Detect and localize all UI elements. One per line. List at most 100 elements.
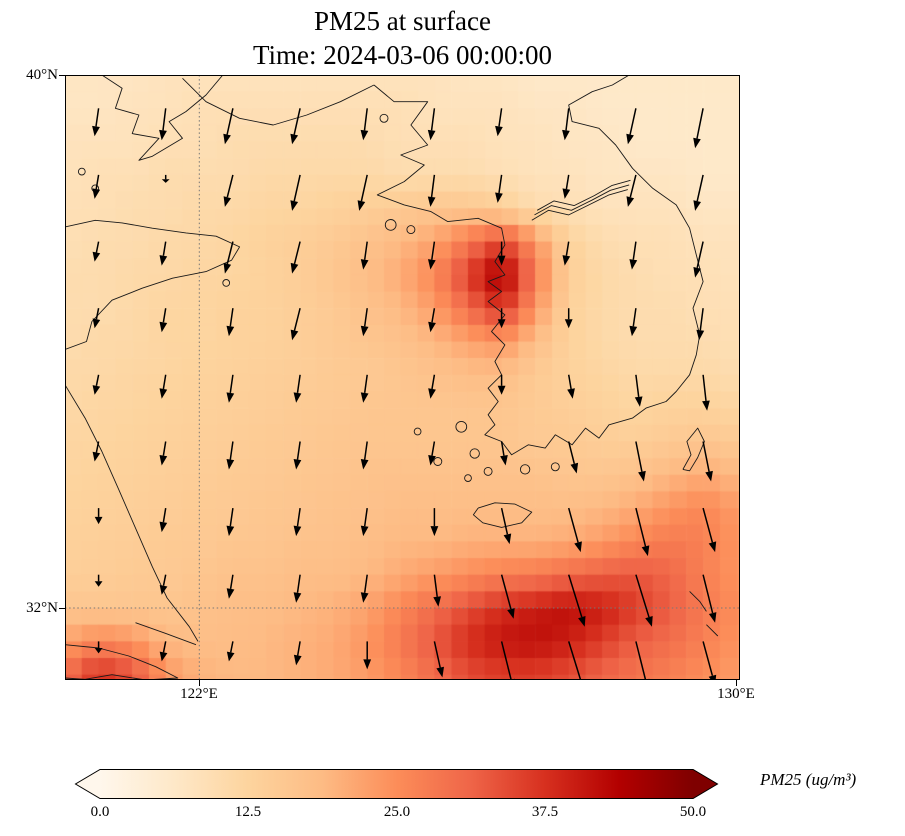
wind-arrow-head [693, 200, 701, 211]
colorbar-tick-label-0: 0.0 [90, 804, 110, 820]
wind-arrow-shaft [565, 174, 570, 190]
coastline-path [534, 184, 630, 216]
wind-arrow-shaft [565, 241, 570, 256]
wind-arrow-shaft [363, 574, 368, 593]
wind-arrow-shaft [500, 507, 509, 535]
wind-arrow-shaft [229, 441, 234, 460]
pm25-heatmap-canvas [65, 75, 740, 680]
wind-arrow-head [495, 125, 503, 137]
coastline-path [65, 644, 179, 680]
wind-arrow-shaft [296, 374, 301, 394]
wind-arrow-head [428, 259, 436, 270]
island-outline [519, 464, 531, 475]
wind-arrow-shaft [95, 174, 100, 190]
wind-arrow-shaft [226, 174, 234, 198]
wind-arrow-shaft [363, 441, 368, 460]
wind-arrow-head [363, 659, 372, 670]
wind-arrow-head [360, 325, 369, 337]
wind-arrow-head [293, 654, 302, 666]
wind-arrow-head [497, 255, 506, 266]
wind-arrow-head [360, 459, 369, 470]
wind-arrow-shaft [702, 574, 714, 614]
wind-arrow-head [223, 262, 232, 274]
coastline-path [706, 624, 719, 637]
wind-arrow-shaft [229, 574, 234, 590]
colorbar-unit-label: PM25 (ug/m³) [760, 770, 857, 789]
wind-arrow-shaft [363, 308, 368, 327]
wind-arrow-head [708, 541, 717, 553]
y-tick-label-32n: 32°N [26, 600, 58, 616]
wind-arrow-head [92, 451, 101, 462]
wind-arrow-shaft [162, 507, 167, 523]
island-outline [77, 167, 86, 176]
wind-arrow-shaft [702, 374, 707, 401]
wind-arrow-shaft [95, 108, 100, 127]
wind-arrow-head [360, 525, 369, 537]
wind-arrow-head [629, 259, 638, 270]
colorbar-outline [74, 769, 719, 799]
y-axis-tick-mark-40n [59, 75, 65, 76]
wind-arrow-shaft [162, 308, 167, 323]
wind-arrow-head [293, 392, 302, 403]
wind-arrow-head [161, 179, 170, 183]
wind-arrow-head [562, 255, 571, 266]
wind-arrow-head [705, 470, 713, 482]
wind-arrow-head [570, 462, 579, 474]
wind-arrow-head [360, 592, 369, 603]
wind-arrow-head [159, 129, 167, 141]
wind-arrow-shaft [567, 574, 583, 618]
wind-arrow-head [159, 255, 168, 266]
wind-arrow-shaft [632, 241, 637, 260]
wind-arrow-head [159, 521, 168, 533]
wind-arrow-shaft [162, 441, 167, 456]
wind-arrow-shaft [229, 374, 234, 394]
wind-arrow-head [357, 200, 366, 211]
island-outline [483, 466, 493, 476]
wind-arrow-shaft [229, 507, 234, 527]
wind-arrow-shaft [162, 108, 167, 131]
wind-arrow-head [290, 133, 299, 145]
map-overlay-svg [65, 75, 740, 680]
wind-arrow-shaft [500, 441, 505, 456]
coastline-path [182, 77, 375, 126]
wind-arrow-head [430, 526, 439, 537]
colorbar-tick-label-25: 25.0 [383, 804, 411, 820]
island-outline [550, 462, 560, 472]
wind-arrow-shaft [431, 441, 436, 456]
wind-arrow-shaft [629, 174, 637, 198]
wind-arrow-head [564, 319, 573, 329]
island-outline [433, 457, 443, 466]
island-outline [464, 474, 472, 482]
x-tick-label-122e: 122°E [180, 686, 218, 702]
wind-arrow-head [436, 666, 444, 678]
wind-arrow-head [433, 596, 441, 607]
wind-arrow-head [693, 137, 701, 149]
wind-arrow-shaft [360, 174, 368, 202]
title-block: PM25 at surface Time: 2024-03-06 00:00:0… [65, 4, 740, 72]
wind-arrow-head [645, 616, 653, 627]
wind-arrow-head [290, 262, 299, 274]
wind-arrow-head [293, 459, 302, 470]
wind-arrow-head [94, 516, 103, 525]
y-tick-label-40n: 40°N [26, 67, 58, 83]
wind-arrow-head [226, 588, 235, 599]
coastline-path [531, 189, 628, 221]
wind-arrow-shaft [433, 574, 438, 597]
wind-arrow-shaft [498, 108, 503, 127]
wind-arrow-shaft [567, 641, 582, 680]
wind-arrow-head [159, 585, 168, 595]
island-outline [455, 420, 468, 433]
wind-arrow-shaft [162, 374, 167, 390]
wind-arrow-head [497, 319, 506, 329]
wind-arrow-head [360, 259, 369, 270]
wind-arrow-shaft [363, 108, 368, 131]
wind-arrow-head [226, 325, 235, 337]
coastline-path [101, 75, 224, 161]
wind-arrow-head [428, 388, 436, 399]
wind-arrow-shaft [162, 641, 167, 653]
wind-arrow-head [696, 329, 705, 341]
wind-arrow-shaft [433, 641, 441, 668]
wind-arrow-shaft [95, 241, 100, 253]
wind-arrow-head [360, 129, 369, 141]
wind-arrow-shaft [500, 574, 512, 610]
